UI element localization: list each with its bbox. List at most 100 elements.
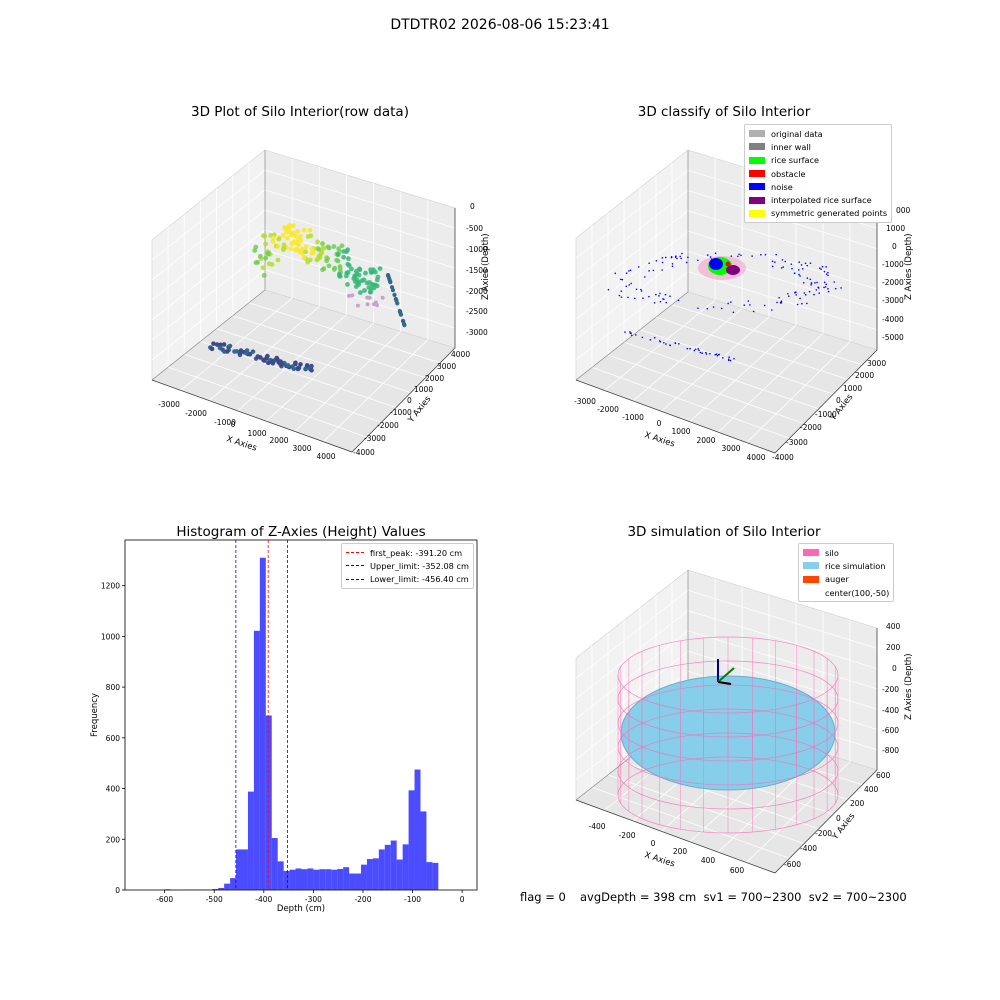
noise-point [780, 300, 783, 303]
raw-point [388, 279, 393, 284]
raw-point [352, 274, 358, 280]
raw-point [331, 244, 337, 249]
noise-point [771, 309, 773, 311]
grid-line [687, 630, 878, 690]
noise-point [796, 303, 799, 306]
grid-line [575, 271, 689, 361]
noise-point [614, 272, 617, 275]
raw-x-tick: 1000 [247, 429, 266, 438]
histogram-bar [337, 868, 344, 890]
noise-point [808, 290, 811, 293]
raw-point [295, 228, 301, 234]
histogram-bar [218, 887, 225, 890]
classify-panel-title: 3D classify of Silo Interior [637, 104, 811, 120]
histogram-y-axis-label: Frequency [90, 693, 100, 737]
raw-point [343, 273, 349, 279]
raw-point [392, 292, 397, 297]
y-tick-label: 0 [115, 886, 120, 895]
raw-point [278, 359, 283, 364]
raw-y-tick: 0 [407, 396, 412, 405]
sim-y-tick: 400 [864, 785, 879, 794]
noise-point [649, 339, 652, 341]
legend-item: center(100,-50) [803, 586, 889, 599]
classify-z-tick: -4000 [882, 315, 904, 324]
histogram-bar [230, 878, 237, 890]
noise-point [804, 262, 807, 265]
noise-point [694, 348, 697, 350]
noise-point [827, 274, 829, 277]
raw-point [371, 282, 376, 288]
grid-line [607, 354, 805, 424]
classify-y-tick-labels: 3000 2000 1000 0 -1000 -2000 -3000 -4000 [772, 359, 886, 462]
raw-point [274, 355, 280, 361]
raw-point [331, 267, 337, 272]
classify-y-tick: -4000 [772, 453, 794, 462]
raw-point [276, 236, 282, 242]
histogram-bar [355, 873, 361, 890]
grid-line [591, 787, 790, 859]
grid-line [264, 189, 456, 249]
classify-x-tick: 3000 [721, 444, 740, 453]
raw-point [285, 363, 291, 368]
raw-point [253, 244, 259, 250]
grid-line [208, 306, 320, 401]
noise-point [630, 282, 632, 285]
raw-point [374, 283, 380, 289]
noise-point [823, 286, 825, 289]
legend-swatch [749, 156, 765, 164]
classify-x-tick: 4000 [746, 453, 765, 462]
noise-point [743, 304, 746, 306]
classify-z-tick: -1000 [882, 260, 904, 269]
classify-z-tick: 1000 [886, 224, 905, 233]
noise-point [629, 269, 632, 272]
raw-point [307, 227, 313, 233]
grid-line [264, 249, 456, 309]
raw-point [377, 266, 383, 271]
classify-x-tick: 2000 [696, 436, 715, 445]
histogram-bar [265, 715, 272, 890]
grid-line [266, 322, 374, 422]
raw-point [346, 263, 352, 268]
grid-line [248, 302, 441, 364]
histogram-bar [420, 811, 427, 890]
legend-item: interpolated rice surface [749, 193, 887, 206]
noise-point [642, 297, 644, 300]
raw-point [346, 256, 351, 262]
grid-line [151, 189, 266, 281]
classify-z-tick-labels: 000 1000 0 -1000 -2000 -3000 -4000 -5000 [882, 206, 911, 342]
raw-point [280, 233, 286, 238]
raw-point [301, 255, 307, 260]
legend-line [346, 565, 364, 567]
noise-point [738, 253, 740, 256]
sim-x-tick: -200 [618, 831, 635, 840]
histogram-bar [289, 869, 296, 890]
raw-point [303, 366, 308, 372]
histogram-bar [301, 869, 308, 890]
simulation-y-axis-label: Y Axies [830, 811, 858, 843]
y-tick-label: 600 [106, 734, 121, 743]
legend-item: obstacle [749, 167, 887, 180]
raw-point [275, 257, 281, 263]
legend-item: rice simulation [803, 559, 889, 572]
grid-line [151, 169, 266, 261]
histogram-bar [313, 869, 320, 890]
noise-point [802, 281, 805, 284]
noise-point [706, 254, 709, 256]
legend-swatch [749, 209, 765, 217]
noise-point [809, 262, 812, 264]
noise-point [679, 255, 681, 258]
raw-point [263, 241, 269, 247]
raw-point [320, 241, 325, 247]
noise-point [727, 302, 729, 305]
histogram-x-axis-label: Depth (cm) [277, 904, 325, 914]
histogram-bar [414, 769, 421, 890]
noise-point [641, 336, 644, 339]
grid-line [575, 630, 689, 720]
noise-point [671, 265, 674, 268]
noise-point [823, 270, 826, 273]
raw-point [357, 267, 363, 273]
grid-line [151, 269, 266, 361]
grid-line [180, 297, 293, 391]
raw-z-tick: -3000 [466, 328, 488, 337]
noise-point [806, 302, 808, 305]
